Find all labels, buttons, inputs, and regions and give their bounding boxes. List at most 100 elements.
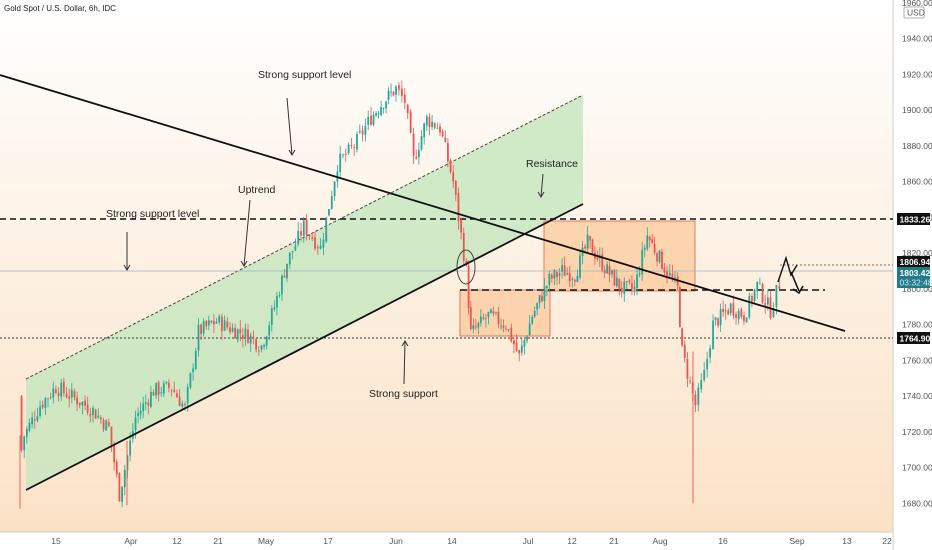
candle-body xyxy=(714,317,717,320)
candle-body xyxy=(409,111,412,133)
annotation-arrow-uptrend xyxy=(243,199,251,267)
candle-body xyxy=(543,286,546,302)
candle-body xyxy=(241,335,244,339)
candle-body xyxy=(305,219,308,236)
candle-body xyxy=(548,273,551,286)
candle-body xyxy=(533,310,536,317)
candle-body xyxy=(65,393,68,398)
currency-badge[interactable]: USD xyxy=(907,8,925,18)
candle-body xyxy=(553,270,556,279)
uptrend-channel[interactable] xyxy=(26,95,583,490)
projection-arrow-shaft[interactable] xyxy=(790,271,800,292)
candle-body xyxy=(722,308,725,312)
candle-body xyxy=(646,235,649,249)
candle-body xyxy=(462,233,465,261)
candle-body xyxy=(492,311,495,314)
candle-body xyxy=(28,422,31,431)
candle-body xyxy=(743,315,745,322)
x-axis[interactable]: 15 Apr 12 21 May 17 Jun 14 Jul 12 21 Aug 16 Sep 13 22 xyxy=(51,536,892,546)
annotation-arrowhead-top xyxy=(288,149,296,156)
x-tick-label: 14 xyxy=(447,536,457,546)
candle-body xyxy=(641,250,644,275)
candle-body xyxy=(719,309,722,326)
candle-body xyxy=(423,123,426,138)
candle-body xyxy=(281,275,283,295)
candle-body xyxy=(584,246,586,249)
candle-body xyxy=(683,344,686,358)
x-tick-label: 16 xyxy=(718,536,728,546)
candle-body xyxy=(150,392,152,407)
candle-body xyxy=(740,309,743,317)
candle-body xyxy=(515,342,518,351)
candle-body xyxy=(694,394,697,406)
candle-body xyxy=(433,123,436,128)
candle-body xyxy=(638,273,641,275)
y-tick-label: 1740.00 xyxy=(902,391,932,401)
candle-body xyxy=(189,373,192,388)
candle-body xyxy=(20,395,23,451)
tag-current-box[interactable] xyxy=(897,267,930,288)
candle-body xyxy=(457,193,460,222)
y-tick-label: 1960.00 xyxy=(902,0,932,8)
candle-body xyxy=(361,130,364,135)
candle-body xyxy=(449,160,452,173)
currency-badge-box[interactable] xyxy=(903,6,925,19)
candle-body xyxy=(86,404,89,413)
candle-body xyxy=(49,397,52,398)
candle-body xyxy=(76,397,78,405)
candle-body xyxy=(291,251,294,253)
candle-body xyxy=(23,436,26,451)
y-tick-label: 1720.00 xyxy=(902,427,932,437)
projection-zigzag[interactable] xyxy=(777,255,798,283)
candle-body xyxy=(31,417,34,424)
tag-1764-box[interactable] xyxy=(897,332,930,344)
candle-body xyxy=(257,350,260,352)
candle-body xyxy=(615,277,618,287)
candle-body xyxy=(328,209,330,216)
channel-upper-line[interactable] xyxy=(25,94,584,380)
candle-body xyxy=(526,336,528,341)
candle-body xyxy=(157,382,160,395)
candle-body xyxy=(44,398,47,408)
y-axis[interactable]: 1680.00 1700.00 1720.00 1740.00 1760.00 1780.… xyxy=(902,0,932,508)
candle-body xyxy=(247,329,249,344)
candle-body xyxy=(52,388,55,398)
candle-body xyxy=(484,318,487,320)
candle-body xyxy=(403,94,406,103)
candle-body xyxy=(390,91,392,93)
candle-body xyxy=(382,108,385,109)
candle-body xyxy=(372,114,375,125)
candle-body xyxy=(628,280,631,283)
candle-body xyxy=(436,127,439,129)
candle-body xyxy=(576,276,579,283)
breakdown-ellipse[interactable] xyxy=(456,249,476,285)
channel-lower-trendline[interactable] xyxy=(25,203,584,491)
tag-1764: 1764.90 xyxy=(900,334,931,344)
candle-body xyxy=(221,316,223,332)
candle-body xyxy=(260,345,263,350)
candle-body xyxy=(255,339,257,350)
candle-body xyxy=(41,404,44,408)
candle-body xyxy=(84,400,86,406)
tag-1833-box[interactable] xyxy=(897,213,930,225)
candle-body xyxy=(772,308,775,317)
tag-1806-box[interactable] xyxy=(897,256,930,267)
candle-body xyxy=(70,389,73,398)
x-tick-label: 15 xyxy=(51,536,61,546)
candle-body xyxy=(252,336,255,339)
candle-body xyxy=(606,264,609,274)
projection-arrow-head[interactable] xyxy=(792,285,804,295)
candle-body xyxy=(57,393,60,397)
candle-body xyxy=(467,265,470,309)
candle-body xyxy=(97,415,100,418)
descending-trendline[interactable] xyxy=(0,74,846,332)
candle-body xyxy=(439,126,441,133)
annotation-arrow-support xyxy=(403,340,406,385)
candle-body xyxy=(460,219,463,233)
candle-body xyxy=(454,180,457,195)
time-axis-background[interactable] xyxy=(0,532,893,550)
candle-body xyxy=(745,317,748,323)
candle-body xyxy=(591,239,594,254)
candle-body xyxy=(398,85,400,90)
